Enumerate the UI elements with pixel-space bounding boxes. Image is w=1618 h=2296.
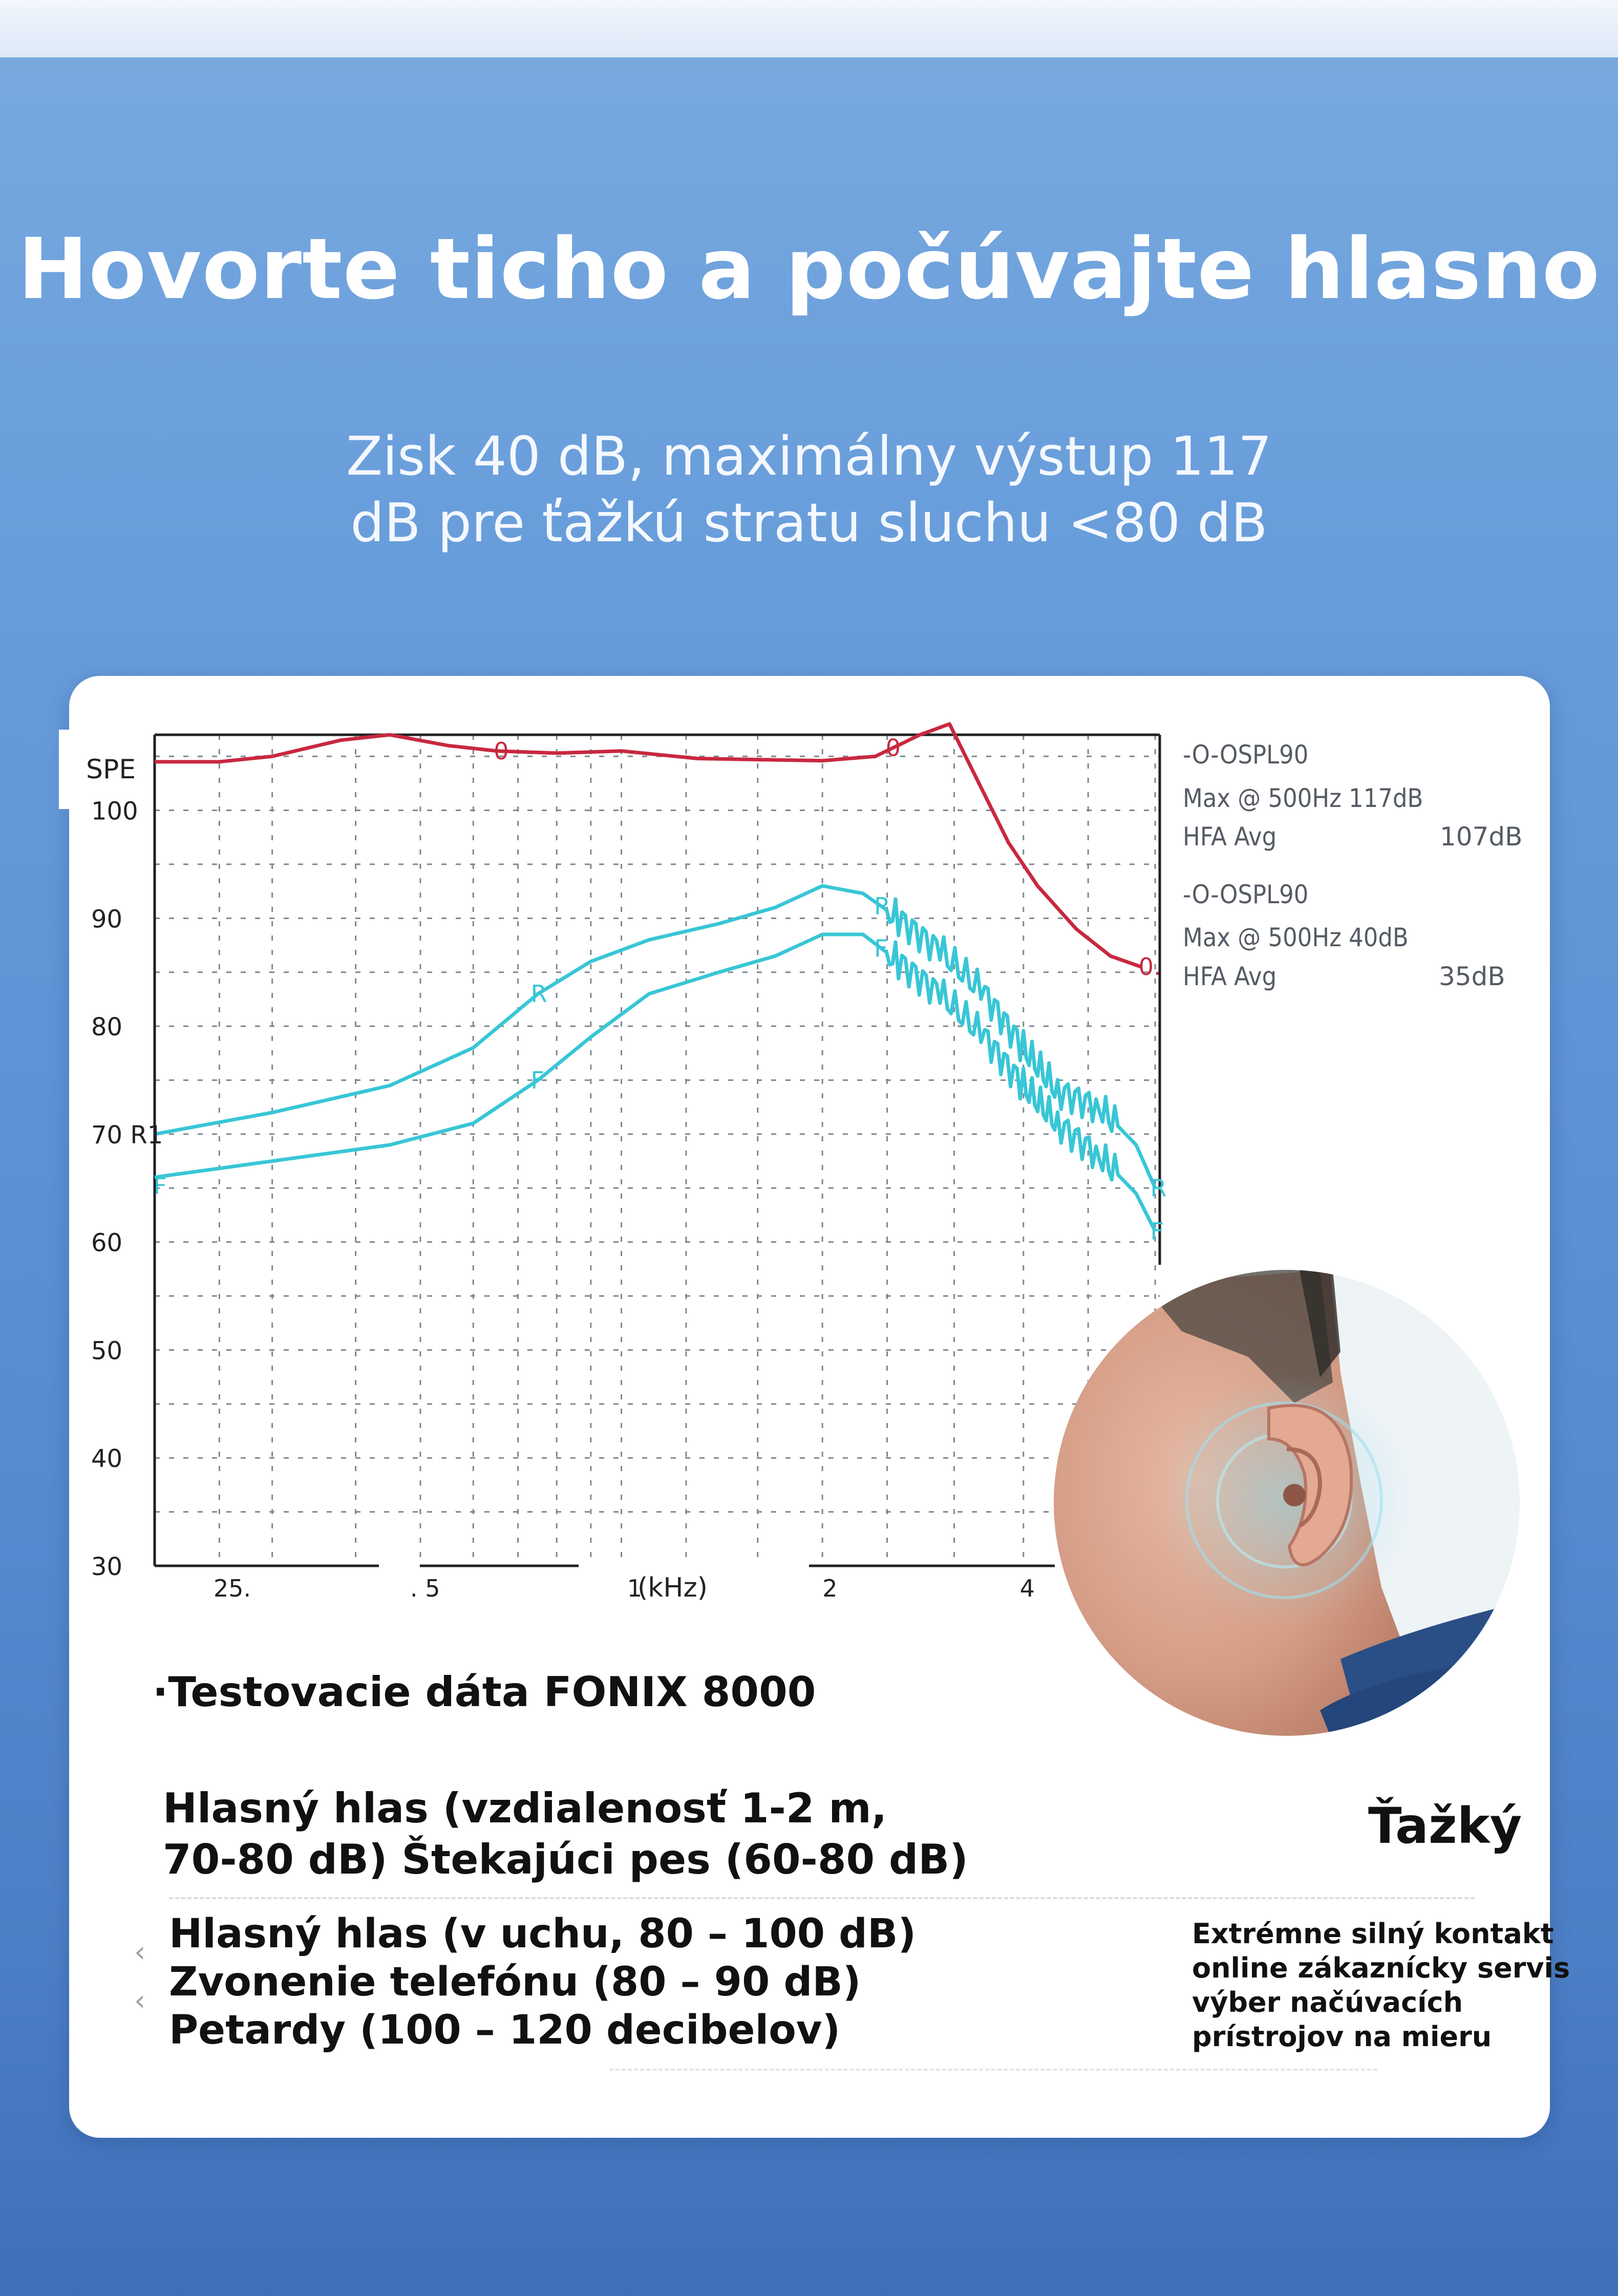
y-tick-label: 50 — [91, 1336, 122, 1365]
frequency-response-chart: 100 90 80 70 R1 60 50 40 30 SPE 25. . 5 1 2 4 (kHz) 0 0 0… — [86, 722, 1167, 1603]
headline: Hovorte ticho a počúvajte hlasno — [17, 220, 1601, 318]
series-line-O — [155, 722, 1142, 969]
legend-2-hfa: HFA Avg — [1183, 962, 1277, 991]
subheadline-line-1: Zisk 40 dB, maximálny výstup 117 — [346, 425, 1272, 487]
y-tick-label: 90 — [91, 905, 122, 933]
series-marker-O: 0 — [886, 734, 901, 762]
series-marker-F: F — [1151, 1218, 1164, 1245]
service-line-4: prístrojov na mieru — [1192, 2021, 1492, 2053]
legend-2-title: -O-OSPL90 — [1183, 880, 1309, 909]
series-marker-O: 0. — [1139, 953, 1161, 981]
top-band — [0, 0, 1618, 57]
series-marker-F: F. — [874, 934, 891, 962]
legend-1-hfa: HFA Avg — [1183, 822, 1277, 852]
service-line-1: Extrémne silný kontakt — [1192, 1918, 1554, 1950]
loud-voice-line-1: Hlasný hlas (vzdialenosť 1-2 m, — [163, 1784, 887, 1832]
service-line-3: výber načúvacích — [1192, 1986, 1463, 2018]
very-loud-line-2: Zvonenie telefónu (80 – 90 dB) — [169, 1959, 861, 2005]
loud-voice-line-2: 70-80 dB) Štekajúci pes (60-80 dB) — [163, 1836, 968, 1883]
x-tick-label: . 5 — [410, 1575, 440, 1602]
y-tick-label: 40 — [91, 1444, 122, 1473]
chevron-left-icon: ‹ — [134, 1936, 146, 1969]
severity-label: Ťažký — [1368, 1797, 1522, 1855]
series-marker-O: 0 — [494, 737, 508, 765]
legend-1-max: Max @ 500Hz 117dB — [1183, 783, 1423, 813]
y-tick-label: 100 — [91, 797, 138, 826]
separator-top — [169, 1897, 1475, 1899]
ear-photo — [1054, 1270, 1520, 1736]
x-axis-label: (kHz) — [637, 1572, 708, 1603]
y-tick-label: 70 R1 — [91, 1121, 163, 1150]
legend-1-title: -O-OSPL90 — [1183, 740, 1309, 770]
x-tick-label: 4 — [1020, 1575, 1035, 1602]
x-tick-label: 25. — [214, 1575, 251, 1602]
test-data-label: ·Testovacie dáta FONIX 8000 — [153, 1668, 816, 1716]
y-axis-label: SPE — [86, 754, 136, 785]
series-marker-R: R — [1151, 1174, 1167, 1202]
legend-2-max: Max @ 500Hz 40dB — [1183, 923, 1409, 952]
y-tick-label: 80 — [91, 1013, 122, 1041]
legend-2-hfa-value: 35dB — [1439, 962, 1505, 991]
ear-illustration — [1054, 1270, 1520, 1736]
very-loud-line-3: Petardy (100 – 120 decibelov) — [169, 2007, 841, 2053]
service-line-2: online zákaznícky servis — [1192, 1952, 1570, 1984]
series-marker-R: R. — [874, 892, 897, 920]
x-tick-label: 1 — [627, 1575, 642, 1602]
legend-1-hfa-value: 107dB — [1440, 822, 1523, 852]
subheadline-line-2: dB pre ťažkú stratu sluchu <80 dB — [350, 492, 1268, 554]
x-tick-label: 2 — [822, 1575, 837, 1602]
series-line-R — [154, 884, 1157, 1189]
very-loud-line-1: Hlasný hlas (v uchu, 80 – 100 dB) — [169, 1911, 917, 1957]
series-marker-F: F — [531, 1066, 544, 1094]
series-line-F — [154, 932, 1157, 1232]
y-tick-label: 30 — [91, 1553, 122, 1581]
spe-tab — [59, 730, 172, 809]
series-marker-R: R — [531, 980, 547, 1008]
y-tick-label: 60 — [91, 1229, 122, 1258]
series-start-label: F — [154, 1173, 166, 1199]
separator-bottom — [609, 2069, 1377, 2071]
chevron-left-icon: ‹ — [134, 1984, 146, 2017]
